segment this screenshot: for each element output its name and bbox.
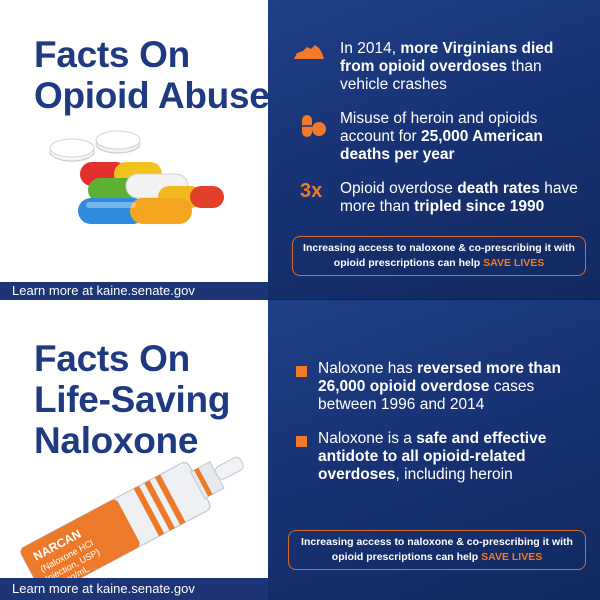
title-line-2: Opioid Abuse	[34, 75, 270, 116]
virginia-state-icon	[294, 45, 324, 59]
fact-text: have more than	[340, 180, 578, 215]
capsule-highlight	[86, 202, 136, 208]
fact-text: Misuse of heroin and opioids account for	[340, 110, 538, 145]
capsule-blue-half	[78, 198, 146, 224]
three-x-badge: 3x	[300, 180, 323, 202]
opioid-abuse-panel: Facts On Opioid Abuse Learn more at kain…	[0, 0, 600, 300]
fact-text: than vehicle crashes	[340, 58, 542, 93]
panel-title: Facts On Opioid Abuse	[34, 34, 270, 116]
bullet-square-icon	[296, 366, 307, 377]
fact-antidote: Naloxone is a safe and effective antidot…	[318, 430, 573, 484]
capsule-green-half	[88, 178, 138, 202]
facts-section	[268, 300, 600, 600]
callout-text: Increasing access to naloxone & co-presc…	[301, 536, 573, 563]
fact-text: Opioid overdose	[340, 180, 458, 197]
bullet-square-icon	[296, 436, 307, 447]
vial-tip	[214, 456, 244, 480]
callout-highlight: SAVE LIVES	[481, 551, 543, 563]
vial-ring	[154, 474, 186, 525]
title-line-1: Facts On	[34, 338, 190, 379]
fact-text: Naloxone has	[318, 360, 418, 377]
pills-illustration	[49, 130, 224, 224]
title-line-2: Life-Saving	[34, 379, 231, 420]
fact-tripled: Opioid overdose death rates have more th…	[340, 180, 590, 216]
fact-bold: reversed more than 26,000 opioid overdos…	[318, 360, 561, 395]
callout-highlight: SAVE LIVES	[483, 257, 545, 269]
title-line-1: Facts On	[34, 34, 190, 75]
fact-deaths: Misuse of heroin and opioids account for…	[340, 110, 580, 164]
learn-more-link[interactable]: Learn more at kaine.senate.gov	[0, 282, 268, 300]
title-line-3: Naloxone	[34, 420, 199, 461]
fact-virginia: In 2014, more Virginians died from opioi…	[340, 40, 575, 94]
fact-reversed: Naloxone has reversed more than 26,000 o…	[318, 360, 580, 414]
fact-bold: 25,000 American deaths per year	[340, 128, 543, 163]
tablet-1-top	[49, 138, 95, 158]
capsule-orange-half	[130, 198, 192, 224]
tablet-2-top	[95, 130, 141, 150]
fact-text: cases between 1996 and 2014	[318, 378, 535, 413]
vial-label	[20, 499, 140, 580]
learn-more-link[interactable]: Learn more at kaine.senate.gov	[0, 578, 268, 600]
fact-bold: tripled since 1990	[414, 198, 545, 215]
fact-text: Naloxone is a	[318, 430, 417, 447]
fact-text: , including heroin	[395, 466, 513, 483]
facts-section	[268, 0, 600, 300]
fact-bold: more Virginians died from opioid overdos…	[340, 40, 554, 75]
capsule-red-right	[190, 186, 224, 208]
narcan-vial-illustration: NARCAN (Naloxone HCl Injection, USP) 0.4…	[20, 456, 244, 580]
save-lives-callout: Increasing access to naloxone & co-presc…	[292, 236, 586, 276]
save-lives-callout: Increasing access to naloxone & co-presc…	[288, 530, 586, 570]
panel-title: Facts On Life-Saving Naloxone	[34, 338, 230, 461]
fact-bold: death rates	[457, 180, 540, 197]
pills-icon	[302, 115, 326, 137]
vial-ring	[144, 480, 175, 531]
vial-ring	[194, 467, 213, 497]
fact-text: In 2014,	[340, 40, 401, 57]
naloxone-panel: Facts On Life-Saving Naloxone NARCAN (Na…	[0, 300, 600, 600]
fact-bold: safe and effective antidote to all opioi…	[318, 430, 547, 483]
vial-ring	[133, 485, 165, 537]
callout-text: Increasing access to naloxone & co-presc…	[303, 242, 575, 269]
